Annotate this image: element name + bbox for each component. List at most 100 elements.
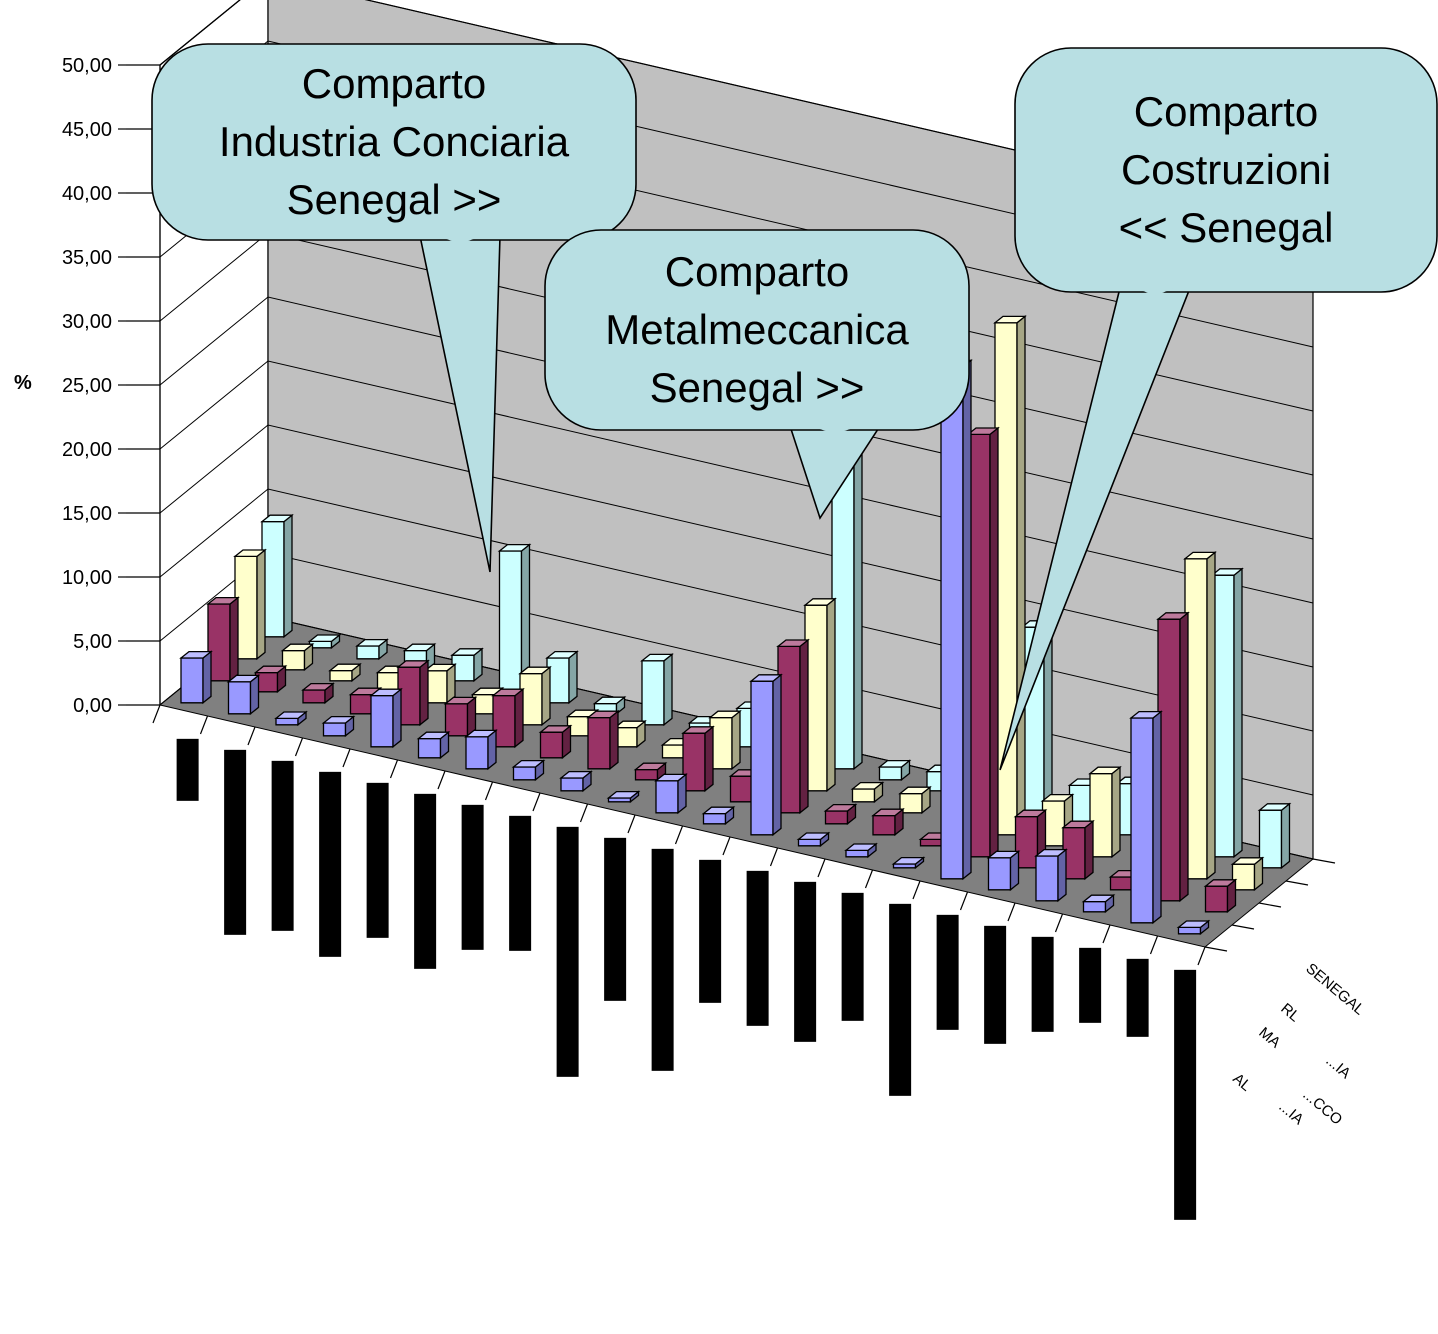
bar [993, 315, 1027, 837]
bar [233, 548, 267, 661]
bar [559, 770, 593, 793]
bar [1257, 802, 1292, 870]
category-label-redacted [699, 859, 722, 1003]
x-tick-mark [674, 825, 684, 845]
y-tick-label: 15,00 [62, 503, 112, 525]
depth-tick-mark [1204, 946, 1228, 952]
x-tick-mark [1149, 935, 1159, 955]
bar [1156, 611, 1190, 903]
bar [1129, 710, 1163, 925]
category-label-redacted [604, 837, 627, 1001]
callout-annotation: Comparto Industria Conciaria Senegal >> [151, 43, 637, 573]
category-label-redacted [556, 826, 579, 1077]
y-tick-label: 25,00 [62, 375, 112, 397]
bar [253, 664, 288, 694]
bar [640, 653, 674, 727]
bar [939, 359, 973, 881]
bars-group [179, 315, 1292, 936]
bar [1230, 856, 1265, 892]
depth-label: ...CCO [1299, 1086, 1345, 1128]
bar [1183, 551, 1217, 881]
bar [844, 842, 878, 859]
bar [328, 662, 362, 683]
bar [1013, 808, 1048, 870]
bar [606, 790, 641, 804]
bar [321, 715, 356, 738]
x-tick-mark [437, 770, 446, 790]
x-tick-mark [294, 737, 304, 757]
depth-tick-mark [1258, 902, 1282, 908]
bar [545, 650, 579, 705]
bar [1034, 848, 1068, 903]
bar [280, 642, 315, 672]
y-tick-label: 35,00 [62, 247, 112, 269]
callout-text: Costruzioni [1121, 146, 1331, 193]
bar [654, 773, 688, 815]
bar [206, 596, 240, 683]
x-tick-mark [579, 803, 589, 823]
category-label-redacted [1126, 958, 1149, 1037]
x-tick-mark [722, 836, 731, 856]
callout-annotation: Comparto Costruzioni << Senegal [999, 47, 1438, 771]
y-tick-label: 50,00 [62, 55, 112, 77]
callout-text: << Senegal [1119, 204, 1334, 251]
bar [464, 729, 498, 771]
bar [491, 687, 525, 749]
bar [986, 850, 1021, 892]
bar [708, 709, 742, 771]
callout-text: Industria Conciaria [219, 118, 570, 165]
category-label-redacted [1174, 969, 1197, 1220]
y-tick-label: 0,00 [73, 695, 112, 717]
category-label-redacted [794, 881, 817, 1042]
bar [355, 638, 389, 661]
category-label-redacted [1079, 947, 1102, 1023]
category-label-redacted [366, 782, 389, 938]
bar [260, 513, 294, 639]
category-label-redacted [746, 870, 769, 1026]
category-label-bars [152, 704, 1206, 1220]
bar [701, 805, 736, 826]
callout-text: Comparto [1134, 88, 1318, 135]
category-label-redacted [319, 771, 342, 957]
bar [966, 426, 1000, 859]
depth-label: ...IA [1275, 1098, 1306, 1128]
category-label-redacted [841, 892, 864, 1021]
bar [1210, 567, 1244, 859]
category-label-redacted [176, 738, 199, 801]
x-tick-mark [1054, 913, 1064, 933]
x-tick-mark [152, 704, 161, 724]
bar [416, 730, 451, 760]
depth-label: RL [1277, 1000, 1303, 1025]
bar [776, 638, 810, 815]
category-label-redacted [1031, 936, 1054, 1032]
bar [803, 597, 837, 793]
bar [871, 807, 905, 837]
x-tick-mark [247, 726, 256, 746]
bar [1176, 919, 1211, 936]
depth-label: MA [1255, 1024, 1283, 1051]
y-tick-label: 45,00 [62, 119, 112, 141]
y-tick-label: 10,00 [62, 567, 112, 589]
depth-label: SENEGAL [1302, 960, 1367, 1019]
bar [1088, 765, 1122, 859]
x-tick-mark [342, 748, 351, 768]
bar [613, 719, 647, 749]
x-tick-mark [912, 880, 921, 900]
x-tick-mark [1007, 902, 1016, 922]
category-label-redacted [936, 914, 959, 1030]
y-tick-label: 5,00 [73, 631, 112, 653]
x-tick-mark [532, 792, 541, 812]
category-label-redacted [414, 793, 437, 969]
bar [450, 647, 484, 683]
bar [301, 682, 335, 705]
bar [274, 710, 308, 727]
x-tick-mark [389, 759, 399, 779]
y-axis-title: % [14, 372, 32, 394]
bar [633, 761, 668, 782]
bar [877, 759, 912, 782]
category-label-redacted [651, 848, 674, 1071]
category-label-redacted [984, 925, 1007, 1044]
bar [891, 856, 926, 870]
callout-text: Comparto [665, 248, 849, 295]
